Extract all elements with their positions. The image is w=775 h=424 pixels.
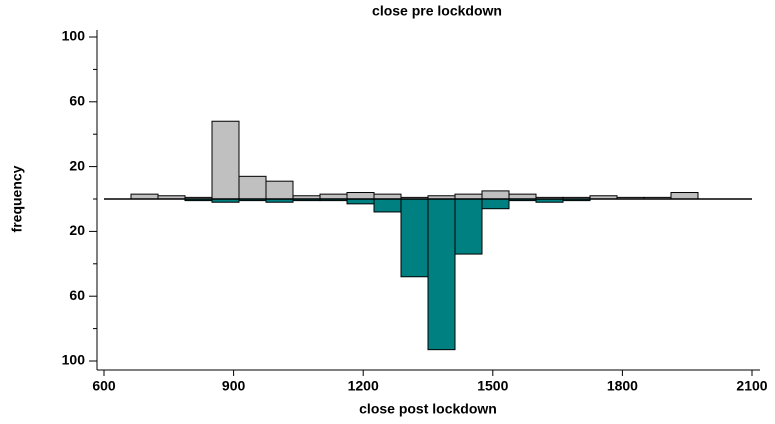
bar	[481, 190, 510, 200]
bar	[373, 198, 402, 213]
y-tick-label: 100	[62, 352, 86, 368]
x-tick-label: 1200	[348, 378, 379, 394]
x-tick-label: 900	[222, 378, 246, 394]
bar	[265, 180, 294, 200]
y-tick-label: 20	[69, 222, 85, 238]
x-tick-label: 1500	[477, 378, 508, 394]
x-axis-label: close post lockdown	[359, 401, 497, 417]
bar	[211, 120, 240, 200]
bar	[427, 198, 456, 351]
bar	[346, 192, 375, 200]
x-tick-label: 600	[92, 378, 116, 394]
x-tick-label: 1800	[607, 378, 638, 394]
y-tick-label: 100	[62, 28, 86, 44]
bar	[481, 198, 510, 210]
bar	[400, 198, 429, 278]
bar	[454, 198, 483, 255]
bar	[670, 192, 699, 200]
x-tick-label: 2100	[736, 378, 767, 394]
bar	[238, 175, 267, 200]
y-tick-label: 20	[69, 157, 85, 173]
y-tick-label: 60	[69, 93, 85, 109]
chart-title: close pre lockdown	[372, 3, 502, 19]
y-tick-label: 60	[69, 287, 85, 303]
y-axis-label: frequency	[9, 165, 25, 232]
